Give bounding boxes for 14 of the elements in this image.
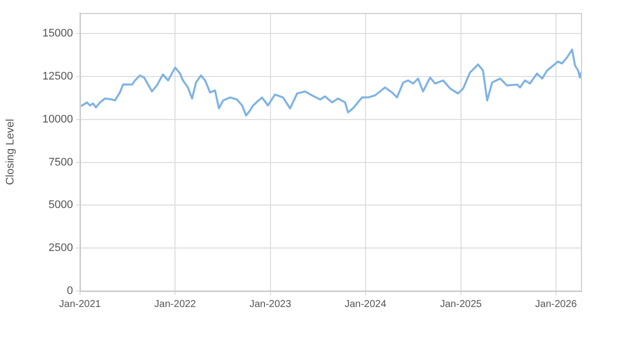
y-tick-label: 12500 — [42, 70, 73, 83]
y-tick-label: 0 — [66, 285, 73, 298]
x-tick-label: Jan-2025 — [440, 298, 482, 310]
y-axis-title: Closing Level — [4, 118, 17, 186]
y-tick-label: 5000 — [48, 199, 73, 212]
y-tick-label: 15000 — [42, 28, 73, 40]
x-tick-label: Jan-2024 — [344, 298, 387, 310]
x-tick-label: Jan-2021 — [59, 298, 102, 310]
x-tick-label: Jan-2022 — [154, 298, 196, 310]
y-tick-label: 7500 — [48, 156, 73, 168]
x-tick-label: Jan-2023 — [249, 298, 292, 310]
y-tick-label: 10000 — [42, 113, 73, 126]
x-tick-label: Jan-2026 — [535, 298, 578, 310]
y-tick-label: 2500 — [48, 242, 73, 254]
